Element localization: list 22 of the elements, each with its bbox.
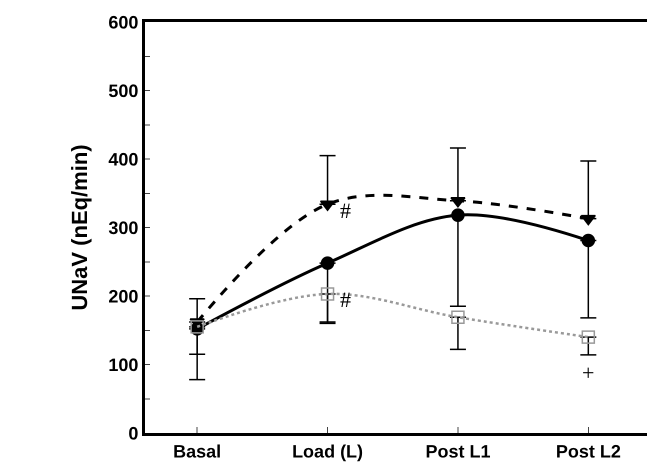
point <box>320 287 334 301</box>
y-tick-label: 100 <box>108 354 138 375</box>
point <box>582 330 596 344</box>
x-tick-label: Post L1 <box>425 442 490 462</box>
annotation: # <box>340 287 351 312</box>
annotation: # <box>340 198 351 223</box>
y-tick-label: 500 <box>108 80 138 101</box>
x-tick-label: Load (L) <box>292 442 364 462</box>
y-tick-label: 0 <box>128 423 138 444</box>
point <box>582 234 596 248</box>
y-tick-label: 400 <box>108 149 138 170</box>
point <box>451 208 465 222</box>
y-tick-label: 200 <box>108 286 138 306</box>
y-tick-label: 600 <box>108 12 138 32</box>
y-axis-title: UNaV (nEq/min) <box>67 144 92 311</box>
point <box>451 310 465 324</box>
annotation: + <box>582 360 594 385</box>
point <box>580 214 596 226</box>
point <box>320 256 334 270</box>
x-tick-label: Basal <box>173 442 222 462</box>
y-tick-label: 300 <box>108 218 138 238</box>
x-tick-label: Post L2 <box>556 442 621 462</box>
